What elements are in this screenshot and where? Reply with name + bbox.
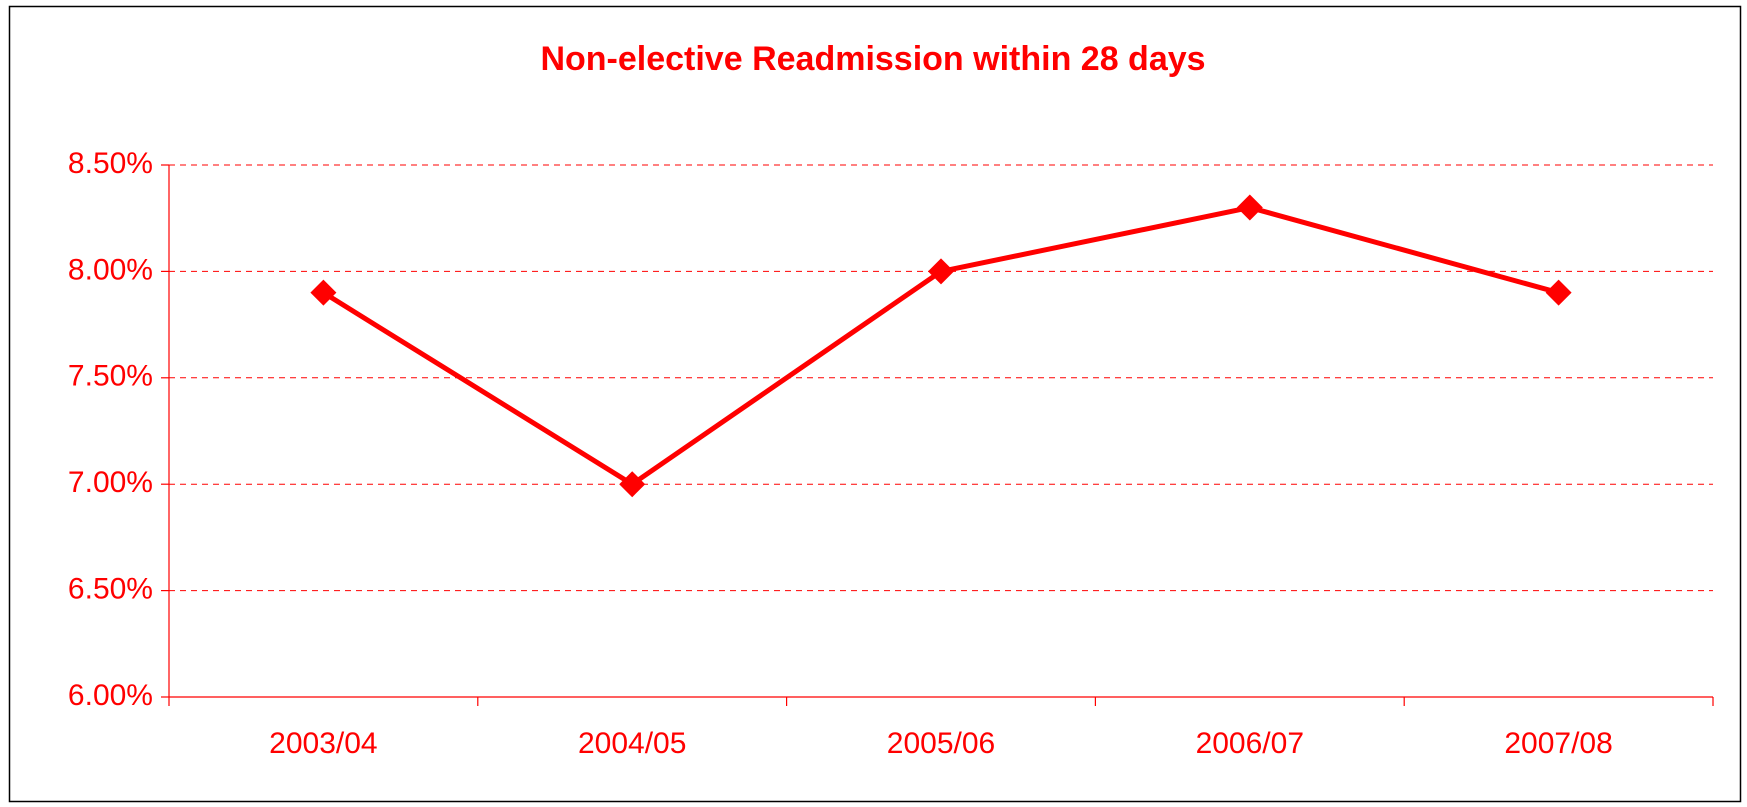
point-marker (619, 471, 646, 498)
point-marker (310, 279, 337, 306)
y-tick-label: 6.00% (68, 679, 153, 712)
y-tick-label: 8.50% (68, 147, 153, 180)
y-tick-label: 7.00% (68, 466, 153, 499)
y-tick-label: 8.00% (68, 253, 153, 286)
x-tick-label: 2004/05 (578, 727, 686, 760)
x-tick-label: 2005/06 (887, 727, 995, 760)
x-tick-label: 2003/04 (269, 727, 377, 760)
point-marker (1236, 194, 1263, 221)
point-marker (1545, 279, 1572, 306)
point-marker (928, 258, 954, 285)
x-tick-label: 2006/07 (1196, 727, 1304, 760)
chart-title: Non-elective Readmission within 28 days (540, 40, 1205, 78)
chart-border (8, 5, 1742, 803)
y-tick-label: 6.50% (68, 573, 153, 606)
y-tick-label: 7.50% (68, 360, 153, 393)
x-tick-label: 2007/08 (1504, 727, 1612, 760)
